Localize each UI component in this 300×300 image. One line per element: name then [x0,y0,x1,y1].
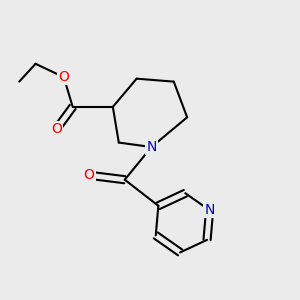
Text: N: N [146,140,157,154]
Text: O: O [58,70,69,84]
Text: O: O [84,168,94,182]
Text: O: O [51,122,62,136]
Text: N: N [204,203,215,217]
